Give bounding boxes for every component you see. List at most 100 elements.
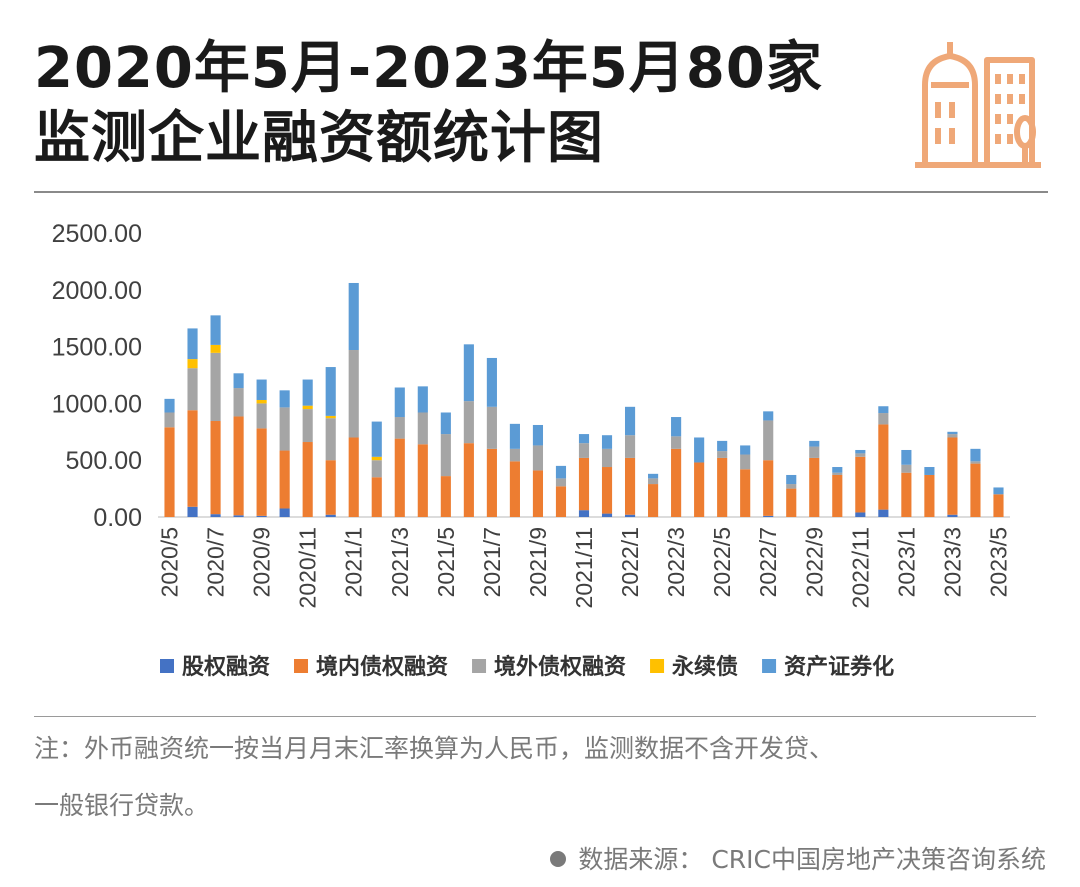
bar-segment <box>970 461 981 464</box>
x-tick-label: 2021/3 <box>387 527 413 597</box>
x-tick-label: 2020/5 <box>157 527 183 597</box>
bar-segment <box>924 474 935 517</box>
footnote-line-1: 注：外币融资统一按当月月末汇率换算为人民币，监测数据不含开发贷、 <box>34 734 835 763</box>
bar-segment <box>901 449 912 465</box>
x-tick-label: 2022/11 <box>847 527 873 608</box>
bar-segment <box>210 514 221 517</box>
bar-segment <box>325 367 336 416</box>
bullet-dot-icon <box>550 851 567 867</box>
bar-segment <box>371 421 382 457</box>
bar-segment <box>210 352 221 422</box>
bar-segment <box>578 434 590 444</box>
bar-segment <box>187 359 198 369</box>
bar-segment <box>578 443 590 458</box>
bar-segment <box>578 510 590 517</box>
bar-segment <box>671 417 682 437</box>
bar-segment <box>809 440 820 447</box>
y-tick-label: 1000.00 <box>52 390 142 418</box>
bar-segment <box>532 470 544 517</box>
bar-segment <box>878 406 889 414</box>
bar-segment <box>509 461 520 517</box>
bar-segment <box>486 448 497 517</box>
bar-segment <box>348 282 359 350</box>
bar-segment <box>763 420 774 461</box>
bar-segment <box>601 435 613 449</box>
bar-segment <box>555 478 567 487</box>
bar-segment <box>740 445 751 455</box>
bar-segment <box>809 446 820 458</box>
bar-segment <box>624 435 636 458</box>
bar-segment <box>970 463 981 517</box>
x-tick-label: 2021/9 <box>525 527 551 597</box>
bar-segment <box>164 398 175 413</box>
title-line-1: 2020年5月-2023年5月80家 <box>34 36 823 101</box>
bar-segment <box>325 460 336 515</box>
legend-label: 境外债权融资 <box>494 654 626 680</box>
legend-swatch <box>650 659 665 673</box>
bar-segment <box>532 424 544 446</box>
bar-segment <box>233 373 244 389</box>
bar-segment <box>901 464 912 473</box>
bar-segment <box>532 445 544 471</box>
bar-segment <box>440 476 451 517</box>
bar-segment <box>786 484 797 489</box>
bar-segment <box>763 411 774 421</box>
bar-segment <box>924 467 935 475</box>
x-tick-label: 2020/7 <box>203 527 229 597</box>
city-buildings-icon <box>915 42 1041 168</box>
x-tick-label: 2023/5 <box>985 527 1011 597</box>
bar-segment <box>993 487 1004 495</box>
x-tick-label: 2022/9 <box>801 527 827 597</box>
bar-segment <box>855 512 866 517</box>
bar-segment <box>947 514 958 517</box>
bar-segment <box>509 423 520 449</box>
bar-segment <box>832 467 843 473</box>
bar-segment <box>256 428 267 516</box>
bar-segment <box>832 472 843 475</box>
bar-segment <box>417 444 428 517</box>
bar-segment <box>832 474 843 517</box>
bar-segment <box>348 350 359 438</box>
bar-segment <box>648 484 659 517</box>
financing-stacked-bar-chart: 0.00 500.00 1000.00 1500.00 2000.00 2500.00 20… <box>52 220 1012 680</box>
x-tick-label: 2021/11 <box>571 527 597 608</box>
bar-segment <box>233 416 244 516</box>
legend-swatch <box>294 659 309 673</box>
bar-segment <box>486 406 497 449</box>
x-tick-label: 2020/9 <box>249 527 275 597</box>
x-tick-label: 2021/5 <box>433 527 459 597</box>
x-tick-label: 2022/3 <box>663 527 689 597</box>
x-tick-label: 2022/7 <box>755 527 781 597</box>
bar-segment <box>717 440 728 452</box>
bar-segment <box>648 478 659 485</box>
bar-segment <box>256 403 267 429</box>
y-tick-label: 1500.00 <box>52 334 142 362</box>
bar-segment <box>993 494 1004 517</box>
bar-segment <box>763 515 774 517</box>
bar-segment <box>740 469 751 517</box>
bar-segment <box>878 509 889 517</box>
legend-label: 永续债 <box>672 654 738 680</box>
bar-segment <box>371 460 382 478</box>
bar-segment <box>417 386 428 413</box>
bar-segment <box>763 460 774 516</box>
legend-label: 境内债权融资 <box>316 654 448 680</box>
legend-label: 股权融资 <box>182 654 270 680</box>
title-line-2: 监测企业融资额统计图 <box>34 106 604 171</box>
bar-segment <box>210 344 221 353</box>
bar-segment <box>256 379 267 400</box>
bar-segment <box>187 368 198 411</box>
bar-segment <box>325 418 336 461</box>
bar-segment <box>855 456 866 513</box>
bar-segment <box>233 388 244 417</box>
y-tick-label: 2000.00 <box>52 277 142 305</box>
bar-segment <box>417 412 428 445</box>
bar-segment <box>279 508 290 517</box>
footnote-line-2: 一般银行贷款。 <box>34 791 210 820</box>
bar-segment <box>947 431 958 435</box>
bar-segment <box>463 401 474 444</box>
bar-segment <box>164 412 175 428</box>
note-divider <box>34 716 1036 717</box>
bar-segment <box>601 513 613 517</box>
bar-segment <box>233 515 244 517</box>
